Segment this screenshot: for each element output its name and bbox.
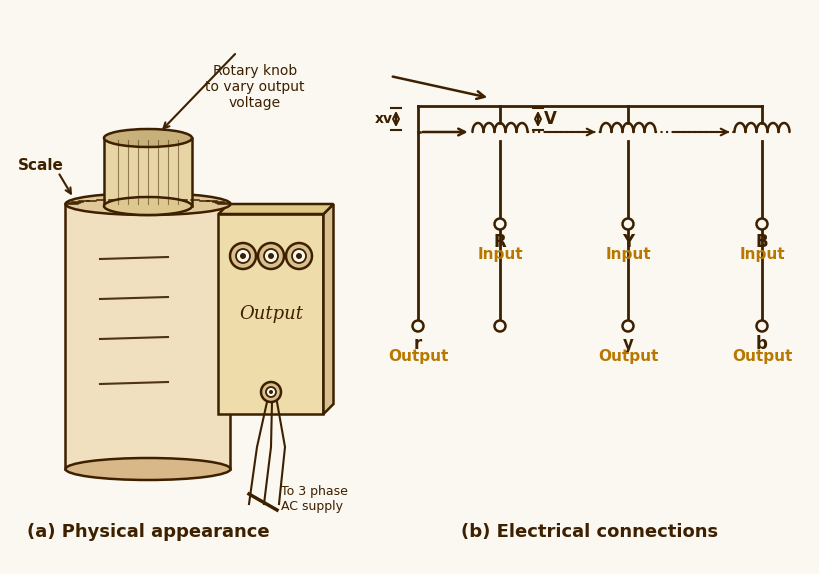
Circle shape [756, 320, 767, 332]
Text: Y: Y [621, 233, 633, 251]
Text: V: V [543, 110, 556, 128]
Circle shape [240, 253, 246, 259]
Circle shape [286, 243, 311, 269]
Text: Output: Output [387, 349, 448, 364]
Circle shape [292, 249, 305, 263]
Text: Output: Output [731, 349, 791, 364]
Ellipse shape [104, 197, 192, 215]
Ellipse shape [66, 458, 230, 480]
Text: R: R [493, 233, 506, 251]
Circle shape [264, 249, 278, 263]
Text: (b) Electrical connections: (b) Electrical connections [461, 523, 717, 541]
Circle shape [260, 382, 281, 402]
Polygon shape [218, 214, 324, 414]
Circle shape [258, 243, 283, 269]
Text: Input: Input [604, 247, 650, 262]
Polygon shape [66, 204, 230, 469]
Text: y: y [622, 335, 632, 353]
Circle shape [494, 320, 505, 332]
Text: Output: Output [597, 349, 658, 364]
Circle shape [494, 219, 505, 230]
Text: b: b [755, 335, 767, 353]
Circle shape [622, 320, 633, 332]
Ellipse shape [66, 193, 230, 215]
Circle shape [265, 387, 276, 397]
Text: B: B [755, 233, 767, 251]
Ellipse shape [104, 129, 192, 147]
Text: Output: Output [238, 305, 303, 323]
Circle shape [622, 219, 633, 230]
Text: (a) Physical appearance: (a) Physical appearance [27, 523, 269, 541]
Circle shape [756, 219, 767, 230]
Text: Scale: Scale [18, 158, 64, 173]
Text: Rotary knob
to vary output
voltage: Rotary knob to vary output voltage [205, 64, 305, 110]
Circle shape [412, 320, 423, 332]
Circle shape [229, 243, 256, 269]
Text: Input: Input [477, 247, 523, 262]
Circle shape [268, 253, 274, 259]
Polygon shape [218, 204, 333, 214]
Text: Input: Input [738, 247, 784, 262]
Text: To 3 phase
AC supply: To 3 phase AC supply [281, 485, 347, 513]
Text: xv: xv [374, 112, 392, 126]
Circle shape [296, 253, 301, 259]
Circle shape [236, 249, 250, 263]
Circle shape [269, 390, 273, 394]
Polygon shape [104, 138, 192, 206]
Text: r: r [414, 335, 422, 353]
Polygon shape [324, 204, 333, 414]
